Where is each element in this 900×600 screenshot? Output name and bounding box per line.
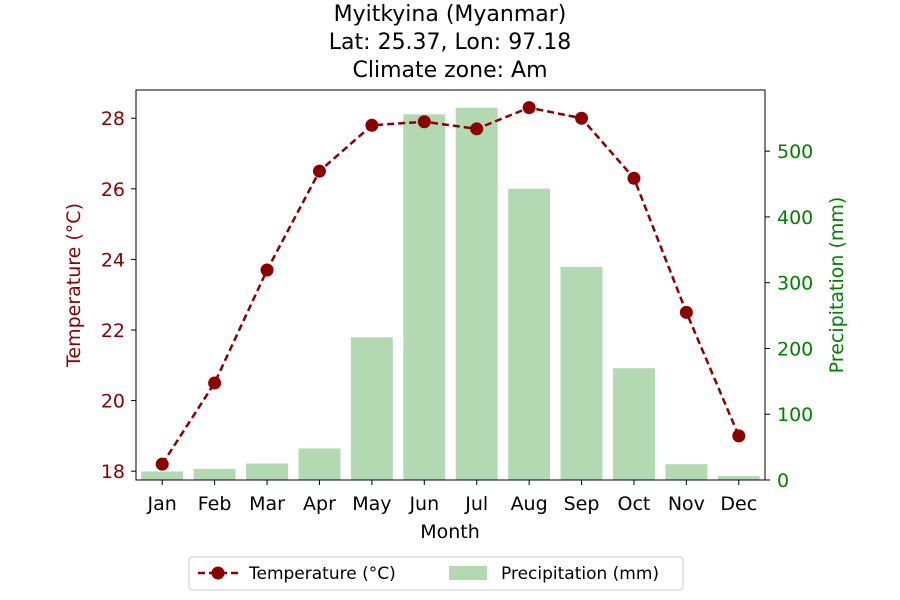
temperature-line <box>155 101 746 471</box>
y-axis-label-left: Temperature (°C) <box>63 203 85 368</box>
temperature-point-jun <box>417 115 431 129</box>
legend: Temperature (°C) Precipitation (mm) <box>188 556 684 591</box>
temperature-point-jul <box>470 122 484 136</box>
x-tick-label: Jul <box>464 493 488 515</box>
x-tick-label: Aug <box>511 493 548 515</box>
x-tick-label: Feb <box>198 493 232 515</box>
precipitation-bar-jun <box>403 114 446 480</box>
y-right-tick-label: 400 <box>777 207 813 229</box>
y-left-tick-label: 26 <box>101 179 125 201</box>
temperature-point-aug <box>522 101 536 115</box>
legend-frame <box>188 556 684 591</box>
title-line-2: Lat: 25.37, Lon: 97.18 <box>329 30 571 55</box>
y-right-tick-label: 300 <box>777 273 813 295</box>
legend-temperature-label: Temperature (°C) <box>248 564 396 584</box>
precipitation-bar-feb <box>193 468 236 480</box>
y-right-tick-label: 100 <box>777 404 813 426</box>
axes-ticks: Jan Feb Mar Apr May Jun Jul Aug Sep Oct Nov Dec 18 20… <box>101 108 813 515</box>
x-tick-label: Oct <box>618 493 651 515</box>
y-right-tick-label: 500 <box>777 141 813 163</box>
y-right-tick-label: 0 <box>777 470 789 492</box>
precipitation-bars <box>141 107 760 480</box>
x-tick-label: Nov <box>668 493 705 515</box>
x-tick-label: May <box>352 493 391 515</box>
precipitation-bar-may <box>350 337 393 480</box>
chart-title: Myitkyina (Myanmar) Lat: 25.37, Lon: 97.… <box>329 2 571 83</box>
precipitation-bar-dec <box>717 476 760 480</box>
precipitation-bar-mar <box>246 463 289 480</box>
temperature-point-apr <box>312 164 326 178</box>
legend-precipitation-label: Precipitation (mm) <box>501 564 659 584</box>
precipitation-bar-sep <box>560 266 603 480</box>
temperature-point-dec <box>732 429 746 443</box>
precipitation-bar-oct <box>612 368 655 480</box>
temperature-series-line <box>161 106 740 465</box>
temperature-point-may <box>365 118 379 132</box>
y-left-tick-label: 18 <box>101 461 125 483</box>
x-tick-label: Mar <box>249 493 285 515</box>
x-axis-label: Month <box>420 521 480 543</box>
temperature-point-nov <box>679 305 693 319</box>
y-left-tick-label: 28 <box>101 108 125 130</box>
legend-precipitation-swatch-icon <box>449 566 487 580</box>
precipitation-bar-aug <box>508 188 551 480</box>
plot-frame <box>135 89 766 481</box>
x-tick-label: Jan <box>147 493 177 515</box>
temperature-point-sep <box>575 111 589 125</box>
x-tick-label: Sep <box>564 493 600 515</box>
legend-temperature-marker-icon <box>211 566 225 580</box>
y-left-tick-label: 20 <box>101 391 125 413</box>
temperature-point-jan <box>155 457 169 471</box>
precipitation-bar-jan <box>141 471 184 480</box>
precipitation-bar-nov <box>665 464 708 480</box>
x-tick-label: Jun <box>408 493 439 515</box>
temperature-point-mar <box>260 263 274 277</box>
x-tick-label: Dec <box>720 493 757 515</box>
y-right-tick-label: 200 <box>777 338 813 360</box>
precipitation-bar-apr <box>298 448 341 480</box>
precipitation-bar-jul <box>455 107 498 480</box>
title-line-1: Myitkyina (Myanmar) <box>334 2 567 27</box>
y-axis-label-right: Precipitation (mm) <box>826 197 848 374</box>
y-left-tick-label: 24 <box>101 249 125 271</box>
y-left-tick-label: 22 <box>101 320 125 342</box>
temperature-point-oct <box>627 171 641 185</box>
x-tick-label: Apr <box>303 493 336 515</box>
temperature-point-feb <box>208 376 222 390</box>
title-line-3: Climate zone: Am <box>352 58 547 83</box>
